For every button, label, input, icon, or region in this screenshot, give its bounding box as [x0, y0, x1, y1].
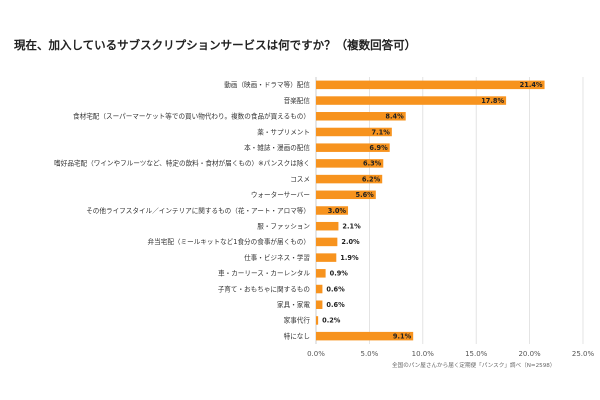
- category-label: コスメ: [290, 175, 310, 183]
- category-label: 音楽配信: [284, 96, 311, 105]
- category-label: 家事代行: [284, 316, 311, 325]
- x-tick-label: 20.0%: [518, 350, 541, 358]
- category-label: 家具・家電: [277, 300, 310, 309]
- value-label: 6.3%: [363, 160, 382, 168]
- value-label: 2.0%: [341, 238, 360, 246]
- category-label: 服・ファッション: [257, 223, 310, 231]
- chart-title: 現在、加入しているサブスクリプションサービスは何ですか？（複数回答可）: [14, 38, 417, 52]
- x-tick-label: 0.0%: [307, 350, 325, 358]
- category-label: 薬・サプリメント: [257, 127, 310, 136]
- value-label: 21.4%: [520, 81, 543, 89]
- category-label: ウォーターサーバー: [251, 190, 310, 199]
- value-label: 17.8%: [481, 97, 504, 105]
- x-tick-label: 15.0%: [465, 350, 488, 358]
- bar: [316, 253, 337, 262]
- value-label: 3.0%: [328, 207, 347, 215]
- bar: [316, 127, 392, 137]
- value-label: 6.2%: [362, 175, 381, 183]
- category-label: 動画（映画・ドラマ等）配信: [224, 80, 310, 89]
- value-label: 2.1%: [342, 223, 361, 231]
- bar: [316, 331, 414, 341]
- source-note: 全国のパン屋さんから届く定期便「パンスク」調べ（N=2598）: [392, 363, 556, 369]
- bar: [316, 159, 384, 168]
- bar: [316, 143, 390, 152]
- value-label: 6.9%: [369, 144, 388, 152]
- category-label: 嗜好品宅配（ワインやフルーツなど、特定の飲料・食材が届くもの）※パンスクは除く: [54, 159, 310, 168]
- bar: [316, 174, 383, 184]
- value-label: 1.9%: [340, 254, 359, 262]
- category-label: 食材宅配（スーパーマーケット等での買い物代わり。複数の食品が買えるもの）: [73, 112, 310, 121]
- category-label: 子育て・おもちゃに関するもの: [218, 284, 310, 293]
- bar: [316, 80, 545, 90]
- bar: [316, 269, 326, 278]
- category-label: その他ライフスタイル／インテリアに関するもの（花・アート・アロマ等）: [86, 206, 310, 215]
- bar: [316, 300, 323, 309]
- category-label: 車・カーリース・カーレンタル: [218, 269, 310, 278]
- bar: [316, 112, 406, 121]
- x-tick-label: 25.0%: [572, 350, 595, 358]
- bar: [316, 190, 376, 200]
- x-tick-label: 5.0%: [361, 350, 379, 358]
- bar: [316, 316, 319, 325]
- bar: [316, 284, 323, 294]
- value-label: 0.6%: [326, 285, 345, 293]
- value-label: 0.2%: [322, 317, 341, 325]
- bar: [316, 96, 507, 105]
- category-label: 仕事・ビジネス・学習: [244, 253, 310, 262]
- category-label: 弁当宅配（ミールキットなど1食分の食事が届くもの）: [148, 237, 310, 246]
- value-label: 7.1%: [372, 128, 391, 136]
- category-label: 本・雑誌・漫画の配信: [244, 143, 310, 152]
- bar: [316, 237, 338, 247]
- bar: [316, 206, 349, 215]
- value-label: 8.4%: [385, 113, 404, 121]
- value-label: 0.6%: [326, 301, 345, 309]
- x-tick-label: 10.0%: [412, 350, 435, 358]
- category-label: 特になし: [284, 331, 310, 340]
- bar: [316, 221, 339, 231]
- value-label: 5.6%: [356, 191, 375, 199]
- value-label: 9.1%: [393, 332, 412, 340]
- value-label: 0.9%: [330, 270, 349, 278]
